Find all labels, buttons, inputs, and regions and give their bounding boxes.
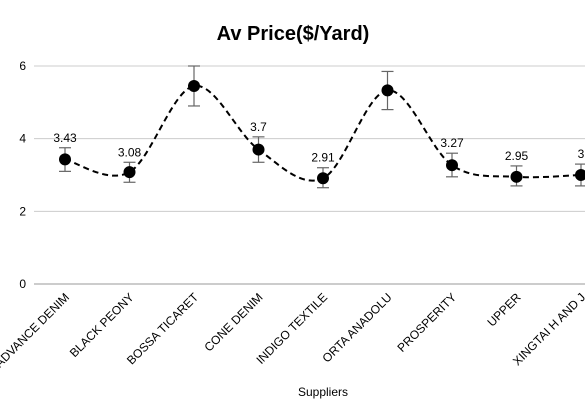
x-tick-label: UPPER — [484, 290, 523, 329]
data-points — [59, 79, 585, 185]
chart-title: Av Price($/Yard) — [217, 23, 370, 45]
data-label: 3.27 — [440, 136, 464, 150]
x-tick-label: BLACK PEONY — [67, 290, 137, 360]
data-point — [252, 143, 265, 156]
data-point — [575, 169, 585, 181]
data-point — [381, 84, 394, 97]
y-axis-ticks: 0 2 4 6 — [19, 59, 26, 291]
data-label: 2.95 — [505, 149, 529, 163]
series-line-group — [64, 84, 582, 182]
x-axis-title: Suppliers — [298, 385, 348, 399]
y-tick-label: 2 — [19, 204, 26, 218]
data-point — [188, 79, 200, 92]
error-bars — [59, 65, 585, 189]
x-tick-label: PROSPERITY — [395, 290, 460, 355]
series-line — [64, 84, 582, 182]
y-tick-label: 6 — [19, 59, 26, 73]
x-tick-label: ADVANCE DENIM — [0, 290, 72, 370]
x-tick-label: BOSSA TICARET — [124, 290, 202, 368]
data-label: 3 — [578, 147, 585, 161]
data-point — [59, 153, 71, 166]
data-point — [317, 172, 329, 185]
y-tick-label: 0 — [19, 277, 26, 291]
gridlines — [34, 65, 585, 285]
data-label: 3.43 — [53, 131, 77, 145]
x-tick-label: ORTA ANADOLU — [319, 290, 394, 365]
data-point — [510, 170, 523, 183]
data-label: 3.08 — [118, 145, 142, 159]
data-label: 3.7 — [250, 120, 267, 134]
data-point — [123, 166, 136, 179]
data-point — [446, 159, 458, 172]
data-label: 2.91 — [311, 151, 335, 165]
y-tick-label: 4 — [19, 132, 26, 146]
x-tick-label: CONE DENIM — [202, 290, 266, 354]
data-labels: 3.43 3.08 3.7 2.91 3.27 2.95 3 — [53, 120, 584, 165]
